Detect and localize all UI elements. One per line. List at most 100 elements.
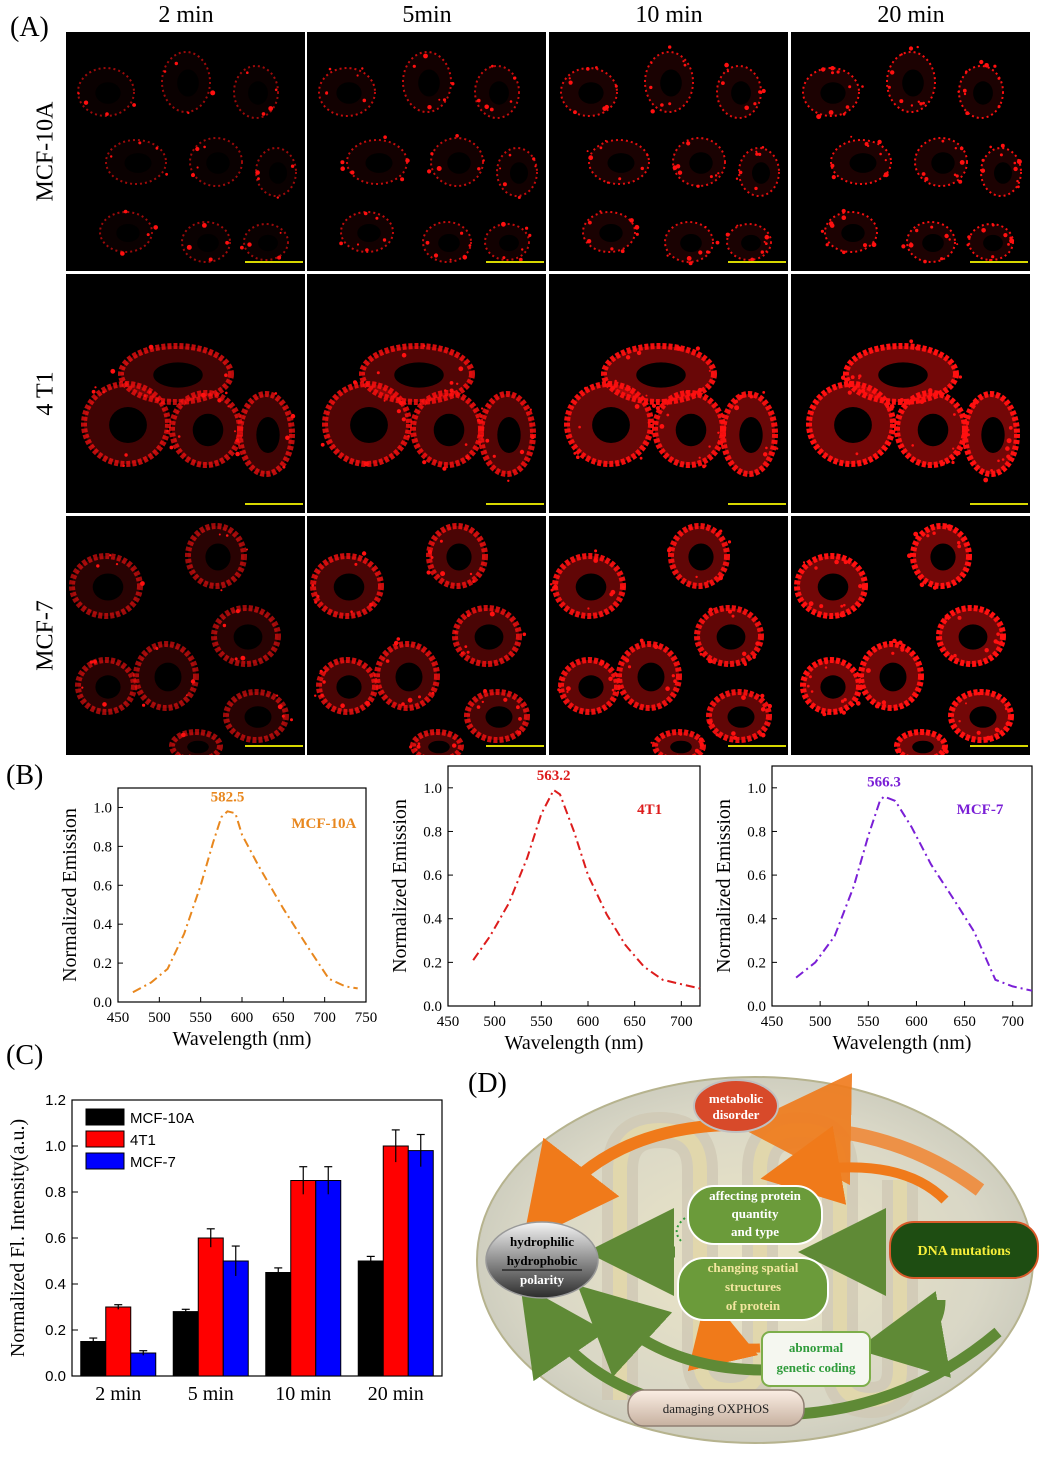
puncta <box>683 63 687 67</box>
puncta <box>698 250 703 255</box>
bar-mcf-7-1 <box>222 1260 249 1377</box>
puncta <box>695 346 700 351</box>
puncta <box>1000 640 1003 643</box>
puncta <box>186 244 192 250</box>
puncta <box>951 460 955 465</box>
cell-nucleus <box>357 224 381 242</box>
puncta <box>568 80 573 85</box>
puncta <box>417 742 421 745</box>
cell-nucleus <box>244 706 272 728</box>
puncta <box>320 442 325 447</box>
node-abnormal-coding: abnormal genetic coding <box>761 1331 871 1387</box>
puncta <box>709 175 713 179</box>
column-title-1: 5min <box>402 2 452 28</box>
cell-nucleus <box>269 162 287 184</box>
puncta <box>892 638 897 644</box>
puncta <box>595 66 598 69</box>
puncta <box>93 659 97 664</box>
puncta <box>926 534 930 538</box>
puncta <box>854 673 857 677</box>
puncta <box>717 441 721 445</box>
plot-frame <box>447 765 701 1007</box>
cell-nucleus <box>689 152 713 174</box>
cell-nucleus <box>578 675 604 699</box>
cell-nucleus <box>973 81 993 105</box>
puncta <box>611 688 615 692</box>
puncta <box>340 160 345 165</box>
puncta <box>979 59 984 65</box>
puncta <box>645 394 648 397</box>
puncta <box>688 526 693 530</box>
legend-label-4t1: 4T1 <box>130 1132 156 1149</box>
puncta <box>760 732 766 738</box>
puncta <box>1003 233 1008 238</box>
puncta <box>255 170 260 175</box>
puncta <box>850 135 853 138</box>
puncta <box>814 566 818 570</box>
puncta <box>224 373 228 377</box>
puncta <box>1009 238 1015 244</box>
puncta <box>573 110 577 115</box>
puncta <box>187 111 190 115</box>
cell-nucleus <box>983 234 1003 252</box>
y-tick-label: 0.6 <box>45 1230 66 1247</box>
y-axis-label: Normalized Emission <box>713 799 735 973</box>
puncta <box>485 438 490 443</box>
puncta <box>990 469 993 472</box>
scale-bar <box>245 261 303 263</box>
puncta <box>610 247 614 251</box>
puncta <box>932 531 936 535</box>
puncta <box>132 103 136 107</box>
puncta <box>518 257 523 262</box>
puncta <box>618 678 621 681</box>
puncta <box>177 435 181 438</box>
peak-label: 563.2 <box>537 768 571 784</box>
puncta <box>578 425 581 429</box>
y-tick-label: 0.0 <box>93 995 112 1011</box>
puncta <box>415 748 418 751</box>
puncta <box>627 665 632 669</box>
puncta <box>350 610 353 613</box>
puncta <box>738 170 743 175</box>
puncta <box>476 705 481 709</box>
puncta <box>984 63 989 68</box>
puncta <box>576 455 580 459</box>
bar-mcf-10a-1 <box>172 1311 199 1377</box>
spectrum-chart-4t1: 450 500 550 600 650 700 0.0 0.2 0.4 0.6 0.8 1.0 Wave… <box>389 765 701 1054</box>
puncta <box>477 167 481 171</box>
puncta <box>698 737 704 742</box>
puncta <box>492 454 496 458</box>
bar-mcf-10a-0 <box>80 1341 107 1377</box>
puncta <box>460 231 464 235</box>
puncta <box>169 445 174 450</box>
puncta <box>203 145 206 149</box>
puncta <box>983 477 989 483</box>
puncta <box>758 152 762 156</box>
x-tick-label: 550 <box>857 1014 880 1030</box>
puncta <box>749 394 754 399</box>
puncta <box>721 81 725 85</box>
puncta <box>639 638 644 643</box>
scale-bar <box>486 745 544 747</box>
puncta <box>452 743 457 748</box>
puncta <box>919 399 925 404</box>
puncta <box>584 386 587 390</box>
puncta <box>350 170 355 175</box>
puncta <box>763 452 768 457</box>
bar-mcf-7-0 <box>130 1352 157 1377</box>
puncta <box>668 102 672 106</box>
puncta <box>753 102 757 106</box>
puncta <box>874 704 880 709</box>
puncta <box>225 534 229 537</box>
spectrum-line <box>795 795 1033 992</box>
cell-nucleus <box>206 152 230 174</box>
puncta <box>618 177 622 181</box>
cell-nucleus <box>727 706 755 728</box>
mitochondria-diagram: metabolic disorder affecting protein quant… <box>476 1073 1039 1444</box>
spectrum-line <box>472 788 701 990</box>
puncta <box>944 233 949 239</box>
puncta <box>124 453 128 457</box>
puncta <box>566 686 571 691</box>
puncta <box>138 141 142 145</box>
puncta <box>354 562 358 566</box>
